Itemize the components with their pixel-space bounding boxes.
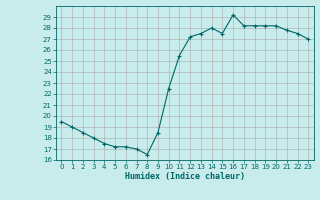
X-axis label: Humidex (Indice chaleur): Humidex (Indice chaleur) [125,172,245,181]
